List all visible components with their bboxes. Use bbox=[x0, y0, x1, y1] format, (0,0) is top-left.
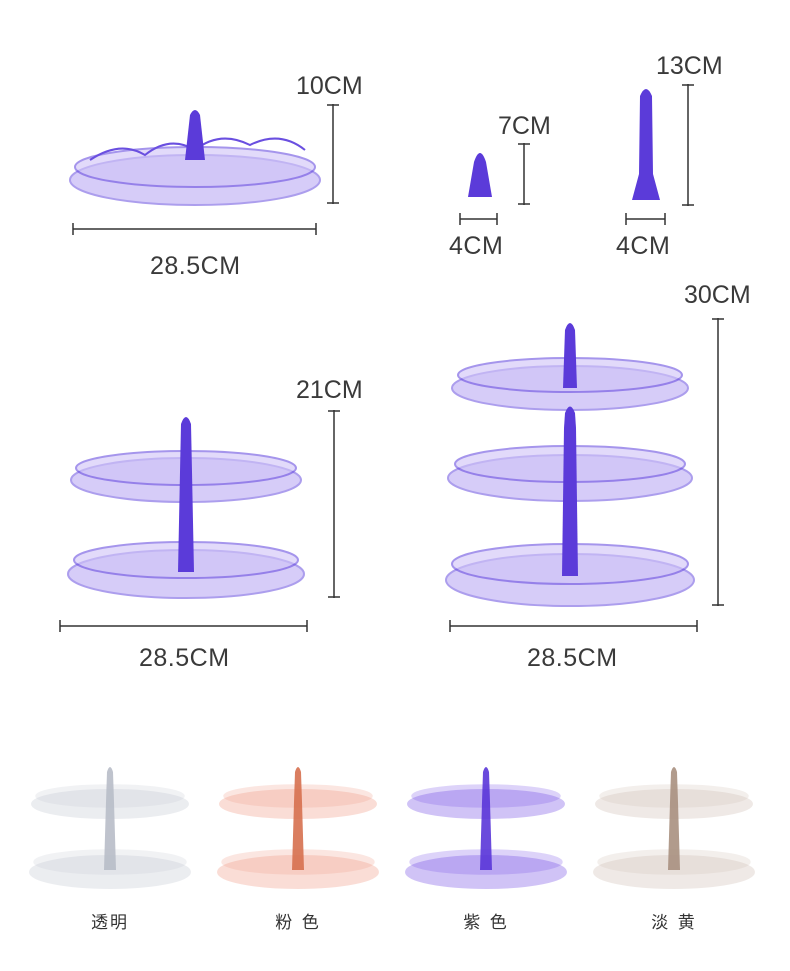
tall-pole-height-line bbox=[682, 84, 694, 206]
variant-name: 紫 色 bbox=[463, 913, 509, 933]
three-tier-width-line bbox=[449, 620, 698, 632]
single-tier-plate-image bbox=[69, 110, 321, 206]
small-pole-width-line bbox=[459, 213, 498, 225]
small-pole-height-line bbox=[518, 143, 530, 205]
three-tier-plate-image bbox=[445, 323, 695, 607]
three-tier-height-label: 30CM bbox=[684, 281, 751, 309]
two-tier-plate-image bbox=[67, 417, 305, 599]
single-height-line bbox=[327, 104, 339, 204]
two-tier-width-label: 28.5CM bbox=[139, 644, 230, 672]
three-tier-width-label: 28.5CM bbox=[527, 644, 618, 672]
single-width-line bbox=[72, 223, 317, 235]
variant-name: 透明 bbox=[91, 913, 129, 933]
small-pole-height-label: 7CM bbox=[498, 112, 551, 140]
single-width-label: 28.5CM bbox=[150, 252, 241, 280]
single-plate bbox=[69, 110, 321, 206]
small-pole-image bbox=[468, 153, 492, 197]
three-tier-height-line bbox=[712, 318, 724, 606]
variant-name: 粉 色 bbox=[275, 913, 321, 933]
variant-thumbnail[interactable] bbox=[216, 762, 380, 892]
tall-pole-height-label: 13CM bbox=[656, 52, 723, 80]
tall-pole-image bbox=[632, 89, 660, 200]
tall-pole-width-line bbox=[625, 213, 666, 225]
tall-pole-width-label: 4CM bbox=[616, 232, 671, 260]
small-pole-width-label: 4CM bbox=[449, 232, 504, 260]
variant-name: 淡 黄 bbox=[651, 913, 697, 933]
two-tier-height-line bbox=[328, 410, 340, 598]
variant-thumbnail[interactable] bbox=[592, 762, 756, 892]
variant-thumbnail[interactable] bbox=[404, 762, 568, 892]
single-height-label: 10CM bbox=[296, 72, 363, 100]
two-tier-height-label: 21CM bbox=[296, 376, 363, 404]
two-tier-width-line bbox=[59, 620, 308, 632]
variant-thumbnail[interactable] bbox=[28, 762, 192, 892]
